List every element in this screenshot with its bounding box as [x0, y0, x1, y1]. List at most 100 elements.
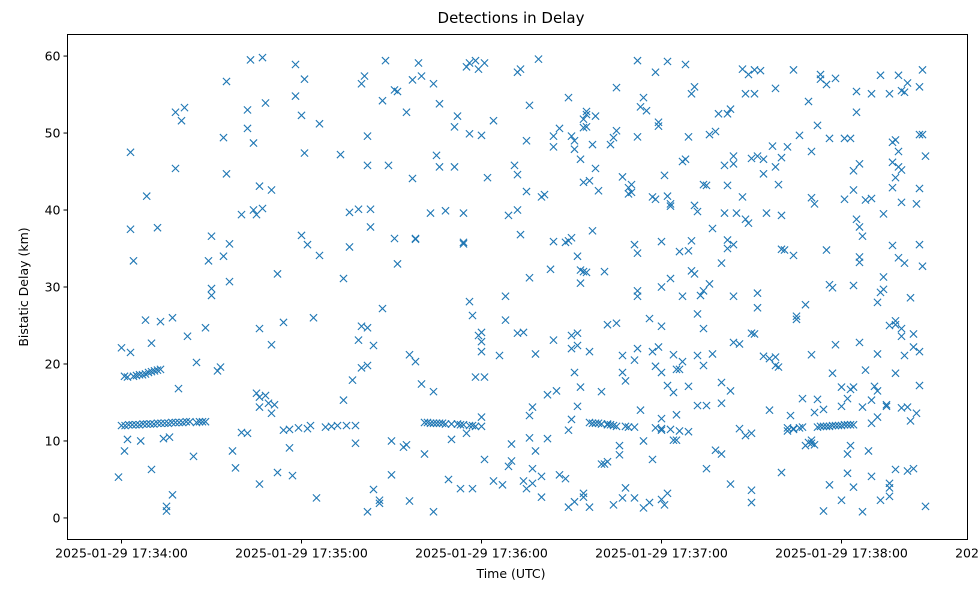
data-point	[273, 468, 282, 477]
data-point	[849, 483, 858, 492]
data-point	[426, 419, 435, 428]
data-point	[693, 351, 702, 360]
data-point	[258, 204, 267, 213]
data-point	[690, 82, 699, 91]
data-point	[363, 361, 372, 370]
data-point	[477, 413, 486, 422]
data-point	[657, 322, 666, 331]
data-point	[147, 465, 156, 474]
data-point	[525, 433, 534, 442]
data-point	[912, 409, 921, 418]
data-point	[303, 240, 312, 249]
data-point	[570, 368, 579, 377]
data-point	[453, 112, 462, 121]
data-point	[456, 420, 465, 429]
data-point	[873, 349, 882, 358]
data-point	[636, 102, 645, 111]
data-point	[579, 489, 588, 498]
data-point	[375, 499, 384, 508]
data-point	[663, 57, 672, 66]
data-point	[867, 396, 876, 405]
data-point	[182, 417, 191, 426]
data-point	[735, 424, 744, 433]
data-point	[201, 323, 210, 332]
data-point	[729, 292, 738, 301]
data-point	[354, 336, 363, 345]
data-point	[723, 181, 732, 190]
y-tick-label: 60	[45, 49, 61, 64]
data-point	[306, 421, 315, 430]
data-point	[414, 58, 423, 67]
data-point	[117, 421, 126, 430]
data-point	[723, 244, 732, 253]
data-point	[747, 498, 756, 507]
data-point	[516, 230, 525, 239]
data-point	[567, 132, 576, 141]
data-point	[900, 259, 909, 268]
data-point	[297, 111, 306, 120]
data-point	[819, 422, 828, 431]
data-point	[603, 457, 612, 466]
data-point	[588, 419, 597, 428]
data-point	[918, 65, 927, 74]
data-point	[522, 136, 531, 145]
data-point	[843, 450, 852, 459]
data-point	[750, 89, 759, 98]
data-point	[747, 154, 756, 163]
data-point	[741, 431, 750, 440]
data-point	[684, 427, 693, 436]
data-point	[894, 147, 903, 156]
data-point	[552, 386, 561, 395]
data-point	[849, 420, 858, 429]
data-point	[501, 292, 510, 301]
data-point	[522, 187, 531, 196]
data-point	[564, 426, 573, 435]
data-point	[291, 60, 300, 69]
data-point	[717, 399, 726, 408]
data-point	[549, 142, 558, 151]
data-point	[813, 395, 822, 404]
data-point	[249, 139, 258, 148]
data-point	[603, 320, 612, 329]
data-point	[729, 240, 738, 249]
data-point	[615, 450, 624, 459]
data-point	[160, 419, 169, 428]
data-point	[699, 180, 708, 189]
data-point	[690, 269, 699, 278]
chart-title: Detections in Delay	[438, 9, 585, 27]
data-point	[681, 155, 690, 164]
data-point	[579, 115, 588, 124]
x-axis-label: Time (UTC)	[475, 566, 545, 581]
data-point	[157, 419, 166, 428]
data-point	[339, 396, 348, 405]
data-point	[630, 356, 639, 365]
data-point	[579, 493, 588, 502]
data-point	[363, 132, 372, 141]
data-point	[858, 507, 867, 516]
data-point	[717, 259, 726, 268]
data-point	[888, 183, 897, 192]
data-point	[480, 58, 489, 67]
data-point	[543, 434, 552, 443]
data-point	[684, 132, 693, 141]
data-point	[519, 477, 528, 485]
data-point	[669, 436, 678, 445]
data-point	[477, 328, 486, 337]
data-point	[669, 350, 678, 359]
data-point	[660, 500, 669, 509]
data-point	[648, 347, 657, 356]
data-point	[576, 383, 585, 392]
data-point	[909, 464, 918, 473]
data-point	[771, 84, 780, 93]
data-point	[897, 198, 906, 207]
data-point	[726, 480, 735, 489]
data-point	[138, 370, 147, 379]
data-point	[471, 422, 480, 431]
data-point	[525, 101, 534, 110]
data-point	[786, 411, 795, 420]
data-point	[480, 455, 489, 464]
data-point	[633, 344, 642, 353]
data-point	[450, 122, 459, 131]
data-point	[139, 420, 148, 429]
data-point	[237, 210, 246, 219]
